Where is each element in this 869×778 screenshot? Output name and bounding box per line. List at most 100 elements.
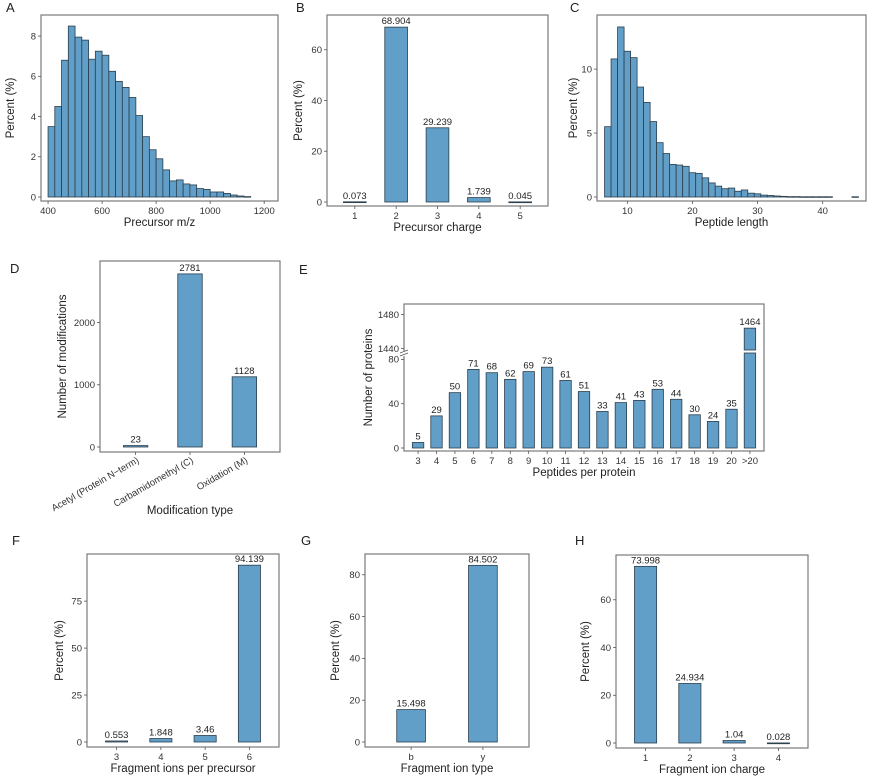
x-tick-label: 4: [776, 753, 781, 764]
bar: [596, 411, 609, 449]
x-tick-label: 5: [518, 211, 523, 222]
y-tick-label: 0: [606, 738, 611, 749]
histogram-bar: [766, 195, 775, 198]
bar: [766, 742, 790, 745]
data-label: 1128: [234, 366, 254, 377]
data-label: 29.239: [423, 117, 452, 128]
data-label: 15.498: [397, 699, 426, 710]
y-tick-label: 60: [349, 612, 360, 623]
histogram-bar: [94, 50, 103, 198]
y-tick-label: 40: [388, 399, 399, 410]
histogram-bar: [236, 195, 245, 198]
y-tick-label: 0: [31, 192, 36, 203]
y-tick-label: 0: [394, 443, 399, 454]
histogram-bar: [135, 115, 144, 198]
x-tick-label: y: [481, 752, 486, 763]
y-tick-label: 5: [587, 128, 592, 139]
histogram-bar: [189, 184, 198, 198]
y-axis-title: Percent (%): [330, 620, 342, 681]
bar: [706, 421, 720, 449]
y-tick-label: 20: [311, 147, 322, 158]
data-label: 44: [671, 388, 682, 399]
x-tick-label: 11: [561, 456, 571, 467]
x-tick-label: 8: [508, 456, 513, 467]
x-tick-label: 19: [708, 456, 719, 467]
data-label: 30: [689, 404, 700, 415]
x-axis-title: Fragment ions per precursor: [110, 763, 255, 775]
histogram-bar: [223, 192, 231, 198]
histogram-bar: [61, 59, 69, 198]
data-label: 61: [560, 369, 571, 380]
x-tick-label: 10: [542, 456, 553, 467]
histogram-bar: [773, 195, 781, 198]
data-label: 24.934: [675, 672, 704, 683]
bar: [508, 201, 532, 204]
data-label: 50: [450, 382, 461, 393]
bar: [467, 197, 491, 203]
x-tick-label: 40: [817, 206, 828, 217]
histogram-bar: [734, 190, 742, 198]
y-axis-title: Number of proteins: [363, 328, 375, 426]
histogram-bar: [630, 57, 638, 198]
bar-lower-segment: [743, 352, 757, 449]
y-tick-label: 50: [71, 643, 82, 654]
bar: [448, 392, 462, 449]
x-axis-title: Modification type: [147, 505, 233, 517]
histogram-bar: [155, 158, 164, 198]
histogram-bar: [623, 50, 631, 198]
data-label: 1.04: [725, 730, 744, 741]
histogram-bar: [128, 97, 137, 198]
axis-break-gap: [401, 351, 407, 356]
data-label: 71: [468, 358, 479, 369]
bar: [541, 366, 554, 449]
data-label: 1.739: [467, 187, 491, 198]
y-tick-label: 8: [31, 31, 36, 42]
axis-break-mark: [399, 349, 409, 354]
x-tick-label: 7: [489, 456, 494, 467]
bar: [149, 738, 173, 743]
chart-panel-g: G 15.498 84.502 b y 0 20 40 60 80 Percent (%) Fragm…: [301, 533, 530, 775]
histogram-bar: [682, 165, 690, 198]
bars: [122, 273, 258, 448]
data-label: 68.904: [382, 16, 411, 27]
bar: [122, 445, 149, 448]
panel-label: E: [299, 262, 308, 277]
data-label: 29: [431, 405, 442, 416]
bars: [396, 564, 498, 743]
bar-upper-segment: [743, 327, 757, 351]
bar: [396, 709, 426, 743]
histogram-bar: [779, 195, 788, 198]
panel-label: A: [6, 0, 15, 15]
histogram-bar: [662, 153, 671, 198]
x-tick-label: 20: [687, 206, 698, 217]
histogram-bar: [760, 194, 768, 198]
x-tick-label: 10: [622, 206, 633, 217]
data-label: 3.46: [196, 725, 215, 736]
y-tick-label: 40: [600, 643, 611, 654]
histogram-bar: [604, 126, 612, 198]
histogram-bar: [617, 26, 625, 198]
plot-frame: [615, 554, 809, 749]
x-tick-label: 800: [148, 206, 164, 217]
chart-panel-b: B 0.073 68.904 29.239 1.739 0.045 1 2 3 4 5 0 20 40 60…: [293, 0, 549, 234]
histogram-bar: [67, 25, 76, 198]
bar: [614, 402, 627, 449]
bar: [467, 368, 480, 449]
bar: [105, 740, 129, 743]
x-tick-label: 20: [726, 456, 737, 467]
histogram-bar: [656, 142, 664, 198]
data-label: 1.848: [149, 728, 173, 739]
y-tick-label: 40: [311, 96, 322, 107]
bar: [559, 380, 572, 449]
y-axis-title: Percent (%): [293, 80, 305, 141]
bars: [105, 564, 261, 743]
histogram-bar: [175, 179, 184, 198]
bar: [384, 26, 408, 203]
y-tick-label: 1480: [378, 310, 399, 321]
histogram-bar: [169, 180, 177, 198]
data-label: 35: [726, 398, 737, 409]
bar: [504, 378, 517, 449]
data-label: 5: [415, 431, 420, 442]
